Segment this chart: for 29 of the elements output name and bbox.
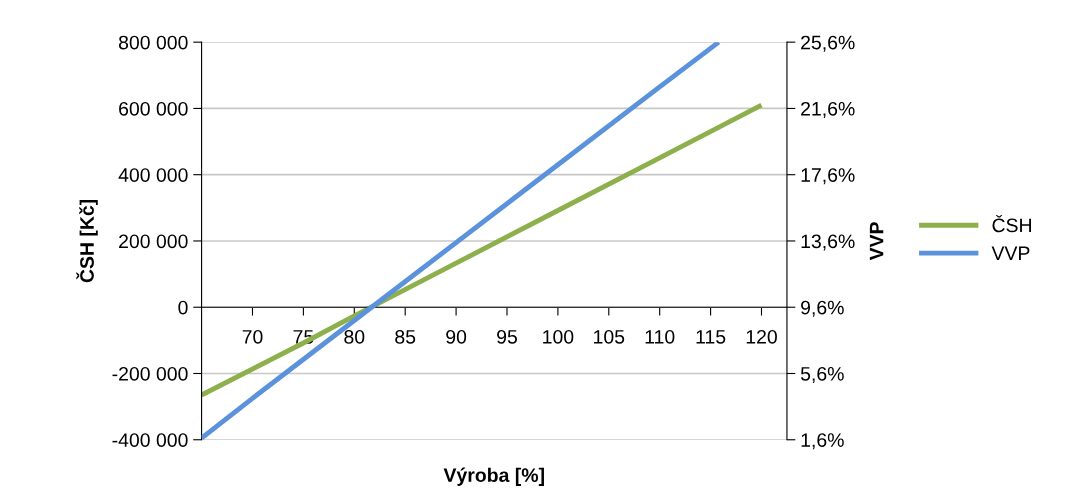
y-tick-label: 600 000	[119, 101, 188, 116]
legend-label: VVP	[991, 246, 1030, 260]
y-tick-label: 400 000	[118, 168, 188, 182]
y2-tick-label: 21,6%	[801, 101, 855, 118]
y-tick-label: -200 000	[112, 366, 188, 381]
x-tick-label: 85	[395, 329, 416, 344]
x-axis-title: Výroba [%]	[443, 467, 544, 486]
x-tick-label: 105	[594, 329, 625, 344]
y2-tick-label: 9,6%	[801, 300, 844, 317]
x-tick-label: 70	[242, 329, 263, 344]
x-tick-label: 100	[543, 329, 574, 344]
y-tick-label: 200 000	[119, 234, 188, 249]
y-tick-label: -400 000	[112, 433, 188, 447]
legend-label: ČSH	[992, 215, 1031, 233]
x-tick-label: 95	[497, 329, 517, 344]
y-tick-label: 800 000	[118, 35, 188, 50]
y2-tick-label: 1,6%	[801, 433, 844, 450]
y2-tick-label: 25,6%	[801, 35, 855, 52]
y2-tick-label: 13,6%	[801, 234, 855, 251]
x-tick-label: 120	[746, 329, 777, 344]
y-tick-label: 0	[178, 300, 188, 315]
x-tick-label: 80	[344, 329, 365, 344]
y2-tick-label: 17,6%	[801, 168, 855, 185]
x-tick-label: 115	[696, 330, 726, 344]
x-tick-label: 90	[446, 329, 467, 344]
y2-tick-label: 5,6%	[800, 366, 844, 384]
y-axis-title: ČSH [Kč]	[76, 199, 98, 283]
y2-axis-title: VVP	[869, 222, 884, 261]
x-tick-label: 110	[645, 329, 675, 344]
